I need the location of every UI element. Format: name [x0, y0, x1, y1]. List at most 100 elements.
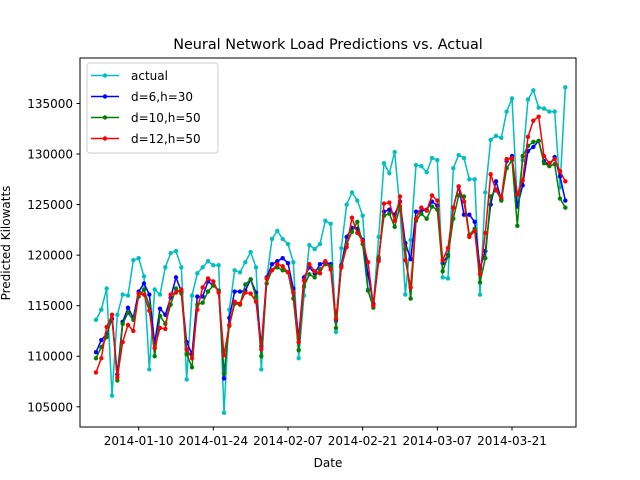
data-point-actual — [232, 268, 237, 273]
data-point-d-10-h-50 — [424, 216, 429, 221]
data-point-d-12-h-50 — [552, 156, 557, 162]
data-point-d-12-h-50 — [424, 208, 429, 213]
data-point-d-12-h-50 — [152, 345, 157, 351]
data-point-actual — [349, 190, 355, 195]
data-point-d-10-h-50 — [499, 198, 504, 203]
data-point-d-10-h-50 — [355, 219, 360, 224]
legend-label-d-6-h-30: d=6,h=30 — [131, 90, 193, 104]
data-point-d-12-h-50 — [173, 290, 179, 295]
data-point-d-6-h-30 — [125, 305, 131, 310]
data-point-actual — [216, 263, 221, 268]
data-point-actual — [189, 293, 195, 298]
data-point-actual — [504, 109, 509, 114]
data-point-d-10-h-50 — [120, 321, 125, 327]
data-point-d-10-h-50 — [307, 272, 312, 277]
data-point-actual — [355, 198, 360, 203]
data-point-d-6-h-30 — [285, 261, 291, 266]
data-point-actual — [461, 155, 467, 161]
data-point-actual — [392, 149, 397, 155]
data-point-d-12-h-50 — [520, 178, 525, 183]
data-point-d-10-h-50 — [456, 193, 461, 198]
data-point-actual — [499, 135, 504, 141]
data-point-actual — [333, 329, 339, 335]
data-point-actual — [147, 367, 152, 372]
data-point-actual — [285, 241, 291, 247]
data-point-d-12-h-50 — [525, 134, 531, 140]
data-point-d-10-h-50 — [333, 325, 339, 331]
data-point-d-12-h-50 — [541, 153, 547, 159]
data-point-d-12-h-50 — [157, 325, 163, 331]
data-point-d-10-h-50 — [253, 294, 259, 299]
data-point-d-12-h-50 — [221, 353, 227, 358]
data-point-d-12-h-50 — [419, 205, 424, 210]
data-point-actual — [493, 133, 499, 139]
data-point-actual — [211, 263, 216, 268]
data-point-actual — [99, 307, 104, 312]
data-point-actual — [547, 109, 552, 114]
data-point-d-10-h-50 — [541, 160, 547, 166]
data-point-d-12-h-50 — [312, 269, 317, 274]
data-point-actual — [195, 271, 200, 276]
x-tick-label: 2014-03-21 — [477, 434, 547, 448]
data-point-d-12-h-50 — [504, 156, 509, 162]
data-point-d-6-h-30 — [93, 349, 99, 355]
data-point-d-12-h-50 — [515, 192, 520, 197]
data-point-actual — [536, 105, 541, 110]
data-point-d-12-h-50 — [413, 216, 419, 221]
y-tick-label: 105000 — [27, 400, 73, 414]
data-point-d-12-h-50 — [301, 278, 307, 283]
data-point-actual — [307, 242, 312, 248]
data-point-actual — [451, 165, 456, 171]
data-point-d-12-h-50 — [328, 267, 333, 272]
data-point-d-10-h-50 — [125, 310, 131, 315]
data-point-d-12-h-50 — [445, 245, 451, 251]
x-axis: 2014-01-10 2014-01-24 2014-02-07 2014-02-21… — [104, 427, 547, 448]
data-point-d-12-h-50 — [189, 356, 195, 361]
legend-marker-d-12-h-50 — [102, 136, 108, 141]
data-point-d-12-h-50 — [131, 328, 136, 334]
data-point-d-10-h-50 — [349, 229, 355, 235]
x-tick-label: 2014-03-07 — [402, 434, 472, 448]
data-point-d-12-h-50 — [403, 257, 408, 263]
data-point-actual — [312, 246, 317, 252]
data-point-d-12-h-50 — [237, 301, 243, 306]
data-point-d-12-h-50 — [205, 276, 211, 281]
data-point-d-12-h-50 — [323, 259, 328, 264]
data-point-d-6-h-30 — [531, 144, 536, 150]
data-point-d-10-h-50 — [440, 269, 445, 274]
data-point-d-12-h-50 — [365, 260, 371, 265]
data-point-d-12-h-50 — [179, 287, 184, 292]
data-point-d-10-h-50 — [280, 268, 285, 273]
legend-marker-d-10-h-50 — [102, 115, 108, 120]
data-point-d-6-h-30 — [269, 262, 275, 267]
data-point-actual — [552, 109, 557, 114]
data-point-d-6-h-30 — [280, 255, 285, 261]
data-point-actual — [269, 236, 275, 242]
data-point-d-12-h-50 — [381, 201, 387, 206]
data-point-d-6-h-30 — [493, 179, 499, 184]
legend-label-actual: actual — [131, 69, 168, 83]
data-point-actual — [152, 287, 157, 292]
data-point-d-12-h-50 — [317, 271, 323, 276]
data-point-actual — [141, 274, 147, 279]
data-point-d-12-h-50 — [371, 303, 376, 308]
data-point-d-12-h-50 — [557, 169, 563, 174]
data-point-d-12-h-50 — [408, 285, 413, 290]
data-point-d-10-h-50 — [483, 255, 488, 261]
y-tick-label: 115000 — [27, 299, 73, 313]
data-point-actual — [275, 228, 280, 234]
data-point-actual — [413, 162, 419, 168]
data-point-d-12-h-50 — [333, 316, 339, 322]
chart-title: Neural Network Load Predictions vs. Actu… — [173, 37, 483, 53]
data-point-actual — [248, 249, 253, 255]
data-point-d-12-h-50 — [115, 375, 120, 380]
data-point-d-10-h-50 — [419, 211, 424, 216]
data-point-d-12-h-50 — [435, 198, 440, 203]
data-point-actual — [109, 393, 115, 398]
data-point-actual — [253, 265, 259, 270]
data-point-d-12-h-50 — [349, 215, 355, 220]
data-point-d-10-h-50 — [157, 313, 163, 318]
y-tick-label: 110000 — [27, 350, 73, 364]
data-point-actual — [131, 257, 136, 263]
